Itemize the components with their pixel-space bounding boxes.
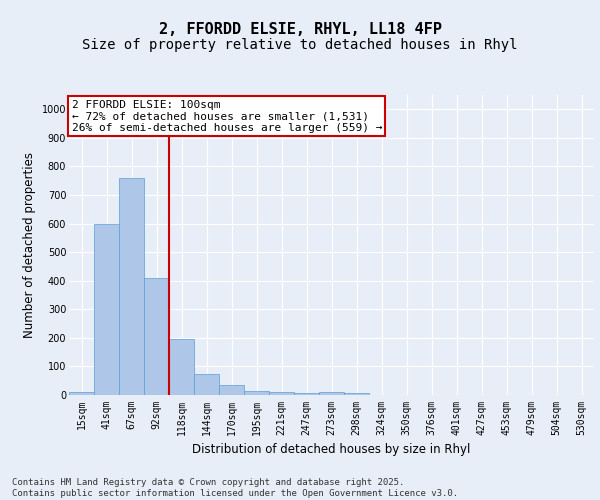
Bar	[219, 385, 244, 395]
Text: Size of property relative to detached houses in Rhyl: Size of property relative to detached ho…	[82, 38, 518, 52]
Text: Contains HM Land Registry data © Crown copyright and database right 2025.
Contai: Contains HM Land Registry data © Crown c…	[12, 478, 458, 498]
Y-axis label: Number of detached properties: Number of detached properties	[23, 152, 36, 338]
Bar	[194, 374, 219, 395]
Text: 2, FFORDD ELSIE, RHYL, LL18 4FP: 2, FFORDD ELSIE, RHYL, LL18 4FP	[158, 22, 442, 38]
Bar	[119, 178, 144, 395]
Text: 2 FFORDD ELSIE: 100sqm
← 72% of detached houses are smaller (1,531)
26% of semi-: 2 FFORDD ELSIE: 100sqm ← 72% of detached…	[71, 100, 382, 132]
X-axis label: Distribution of detached houses by size in Rhyl: Distribution of detached houses by size …	[193, 444, 470, 456]
Bar	[344, 392, 369, 395]
Bar	[244, 390, 269, 395]
Bar	[94, 224, 119, 395]
Bar	[144, 278, 169, 395]
Bar	[294, 392, 319, 395]
Bar	[319, 392, 344, 395]
Bar	[169, 340, 194, 395]
Bar	[69, 392, 94, 395]
Bar	[269, 392, 294, 395]
